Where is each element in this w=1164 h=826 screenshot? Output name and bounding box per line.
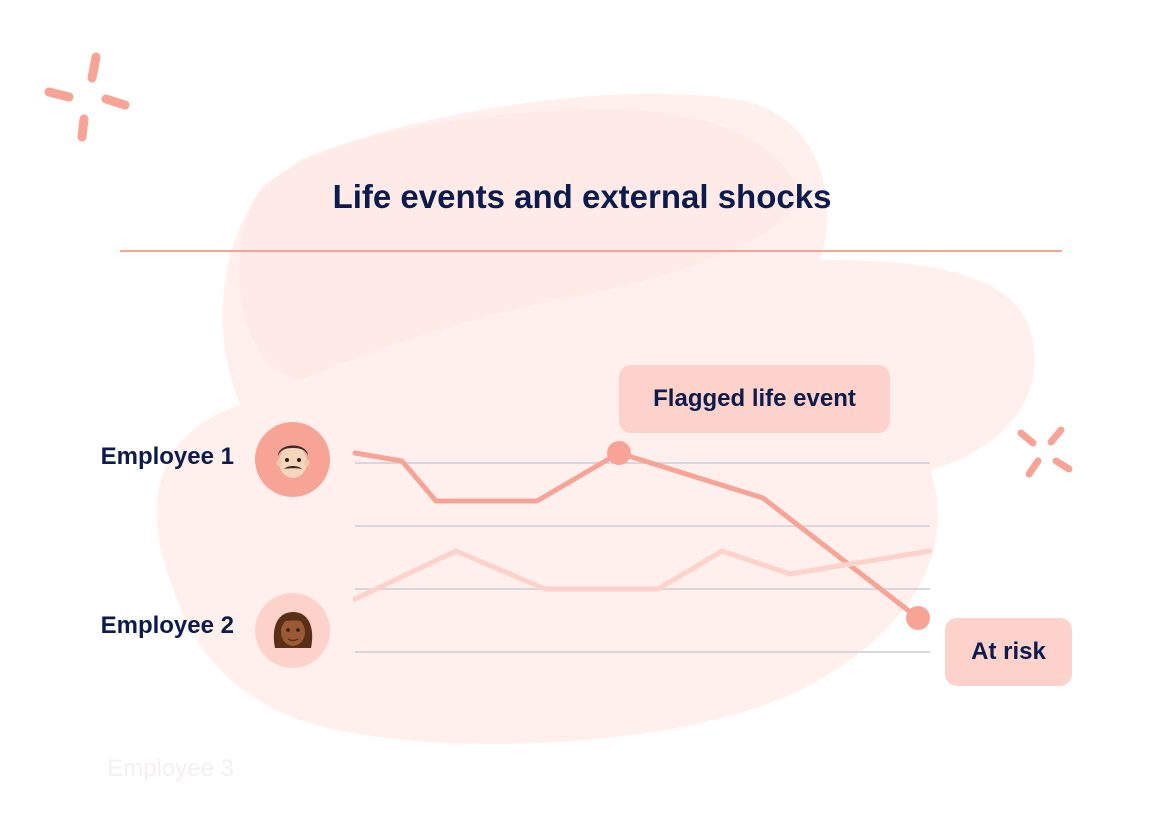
- employee-1-avatar: [255, 422, 330, 497]
- man-with-mustache-emoji-icon: [276, 445, 309, 478]
- flagged-life-event-tag: Flagged life event: [619, 365, 890, 433]
- employee-2-label: Employee 2: [100, 612, 234, 639]
- at-risk-tag: At risk: [945, 618, 1072, 686]
- series-line-2: [352, 548, 933, 602]
- woman-curly-hair-emoji-icon: [273, 611, 312, 648]
- employee-2-avatar: [255, 593, 330, 668]
- page-title: Life events and external shocks: [332, 178, 832, 215]
- employee-3-label: Employee 3: [107, 755, 234, 782]
- employee-1-label: Employee 1: [100, 443, 234, 470]
- at-risk-point: [906, 606, 930, 630]
- series-line-1: [352, 450, 921, 621]
- flagged-event-point: [607, 441, 631, 465]
- title-divider: [120, 250, 1062, 252]
